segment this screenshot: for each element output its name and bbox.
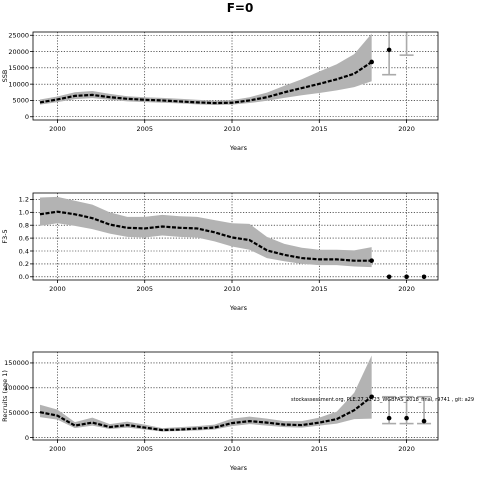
x-tick-label: 2000 (49, 285, 66, 293)
x-tick-label: 2020 (398, 125, 415, 133)
y-tick-label: 10000 (8, 80, 29, 88)
recruits-panel: 2000 2005 2010 2015 2020 0 50000 100000 150000 Ye… (1, 351, 439, 472)
y-axis-label: Recruits (age 1) (1, 370, 9, 422)
y-tick-label: 20000 (8, 48, 29, 56)
estimate-line (39, 210, 372, 262)
last-estimate-point (369, 59, 374, 65)
last-estimate-point (369, 394, 374, 400)
y-tick-label: 0.2 (19, 260, 29, 268)
y-tick-label: 15000 (8, 64, 29, 72)
forecast-point (386, 274, 392, 280)
x-axis-label: Years (229, 144, 248, 152)
y-tick-label: 0.4 (19, 247, 29, 255)
y-tick-label: 0 (25, 434, 29, 442)
x-tick-label: 2010 (224, 445, 241, 453)
forecast-point (404, 415, 409, 421)
forecast-point (421, 274, 427, 280)
confidence-band (39, 196, 372, 268)
x-tick-label: 2010 (224, 125, 241, 133)
forecast-point (386, 415, 392, 421)
figure-title: F=0 (227, 1, 254, 15)
x-axis-label: Years (229, 464, 248, 472)
y-tick-label: 5000 (12, 97, 29, 105)
x-tick-label: 2000 (49, 445, 66, 453)
y-tick-label: 0 (25, 113, 29, 121)
x-tick-label: 2015 (311, 285, 328, 293)
y-tick-label: 0.0 (19, 273, 29, 281)
confidence-band (39, 33, 372, 106)
x-tick-label: 2005 (136, 285, 153, 293)
forecast-point (404, 15, 409, 20)
last-estimate-point (369, 258, 374, 263)
x-tick-label: 2015 (311, 445, 328, 453)
y-axis-label: SSB (1, 70, 9, 83)
source-annotation: stockassessment.org, PLE.27.21-23_WGBFAS… (291, 397, 474, 403)
axes-frame (32, 31, 439, 121)
x-axis-label: Years (229, 304, 248, 312)
forecast-point (421, 418, 427, 424)
x-tick-label: 2010 (224, 285, 241, 293)
y-tick-label: 150000 (4, 359, 29, 367)
ssb-panel: 2000 2005 2010 2015 2020 0 5000 10000 15000 20000… (1, 15, 439, 152)
x-tick-label: 2005 (136, 125, 153, 133)
confidence-band (39, 355, 372, 432)
y-tick-label: 1.2 (19, 196, 29, 204)
y-tick-label: 100000 (4, 384, 29, 392)
x-tick-label: 2015 (311, 125, 328, 133)
x-tick-label: 2005 (136, 445, 153, 453)
axes-frame (32, 351, 439, 441)
forecast-point (386, 47, 392, 53)
x-tick-label: 2000 (49, 125, 66, 133)
y-tick-label: 50000 (8, 409, 29, 417)
y-tick-label: 25000 (8, 32, 29, 40)
y-tick-label: 0.6 (19, 234, 29, 242)
axes-frame (32, 192, 439, 281)
forecast-point (404, 274, 409, 280)
estimate-line (39, 395, 373, 432)
y-tick-label: 0.8 (19, 222, 29, 230)
f-panel: 2000 2005 2010 2015 2020 0.0 0.2 0.4 0.6 0.8 1.0 1.… (1, 192, 439, 312)
x-tick-label: 2020 (398, 285, 415, 293)
y-tick-label: 1.0 (19, 209, 29, 217)
y-axis-label: F3-5 (1, 229, 9, 243)
x-tick-label: 2020 (398, 445, 415, 453)
